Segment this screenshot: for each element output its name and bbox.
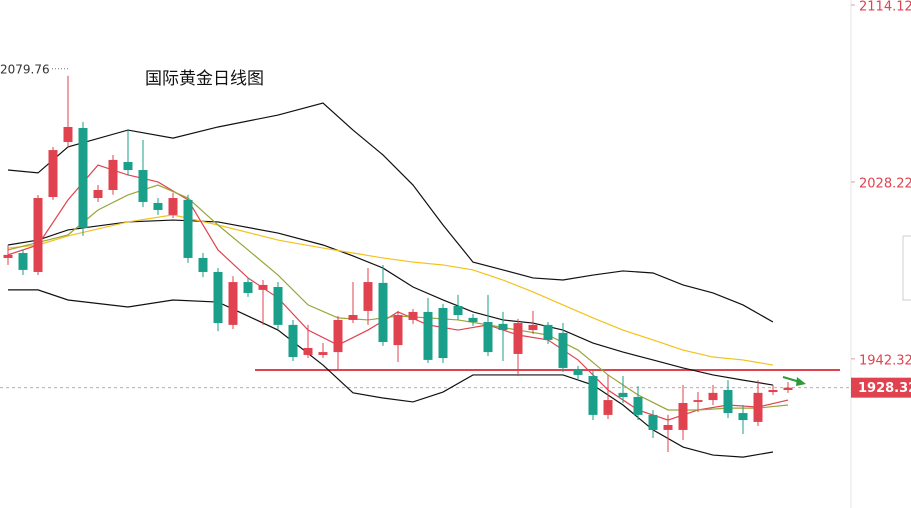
candle-body — [693, 400, 703, 402]
candle-body — [138, 170, 148, 202]
candle-body — [603, 400, 613, 415]
candle-body — [33, 198, 43, 272]
candle-body — [303, 347, 313, 355]
candle-body — [63, 126, 73, 143]
indicator-line — [7, 214, 774, 366]
candle-body — [258, 284, 268, 290]
candle-body — [408, 311, 418, 320]
candle-body — [483, 322, 493, 353]
candle-body — [513, 323, 523, 354]
candle-body — [153, 202, 163, 210]
candle-body — [528, 324, 538, 331]
candle-body — [723, 389, 733, 414]
candle-body — [498, 323, 508, 331]
candle-body — [543, 324, 553, 340]
candle-body — [648, 414, 658, 430]
candle-body — [453, 305, 463, 316]
candle-body — [438, 308, 448, 359]
candle-body — [588, 375, 598, 415]
candle-body — [363, 282, 373, 311]
high-annotation: 2079.76 — [0, 62, 50, 76]
candle-body — [48, 150, 58, 198]
candle-body — [333, 319, 343, 353]
candle-body — [213, 271, 223, 324]
candle-body — [558, 332, 568, 368]
candle-body — [18, 253, 28, 270]
candle-body — [93, 189, 103, 199]
candle-body — [468, 317, 478, 323]
y-tick-label: 2028.22 — [859, 176, 911, 191]
y-tick-label: 1942.32 — [859, 353, 911, 368]
y-tick-label: 2114.12 — [859, 0, 911, 15]
candle-body — [78, 128, 88, 228]
candle-body — [768, 389, 778, 393]
candle-body — [753, 392, 763, 422]
candle-body — [423, 311, 433, 360]
candle-body — [273, 287, 283, 325]
candle-body — [573, 370, 583, 375]
chart-title: 国际黄金日线图 — [145, 69, 264, 89]
candle-body — [708, 392, 718, 401]
candle-body — [183, 199, 193, 258]
candle-body — [618, 392, 628, 397]
candle-body — [243, 282, 253, 293]
candle-body — [348, 315, 358, 320]
candle-body — [663, 424, 673, 430]
candle-body — [393, 315, 403, 346]
candle-body — [168, 198, 178, 215]
candle-body — [318, 352, 328, 355]
last-price-label: 1928.32 — [858, 381, 911, 396]
trend-arrow-head — [796, 377, 806, 386]
candle-body — [123, 161, 133, 171]
candle-body — [198, 257, 208, 272]
candle-body — [378, 282, 388, 342]
panel-edge — [902, 235, 911, 301]
candle-body — [228, 282, 238, 325]
candle-body — [633, 396, 643, 415]
candle-body — [678, 402, 688, 430]
indicator-line — [7, 102, 774, 323]
candle-body — [783, 387, 793, 390]
candle-body — [288, 324, 298, 358]
last-price-box — [851, 377, 911, 398]
candle-body — [738, 413, 748, 421]
candle-body — [108, 159, 118, 190]
candle-body — [3, 254, 13, 258]
indicator-line — [7, 219, 774, 386]
indicator-line — [8, 289, 774, 458]
